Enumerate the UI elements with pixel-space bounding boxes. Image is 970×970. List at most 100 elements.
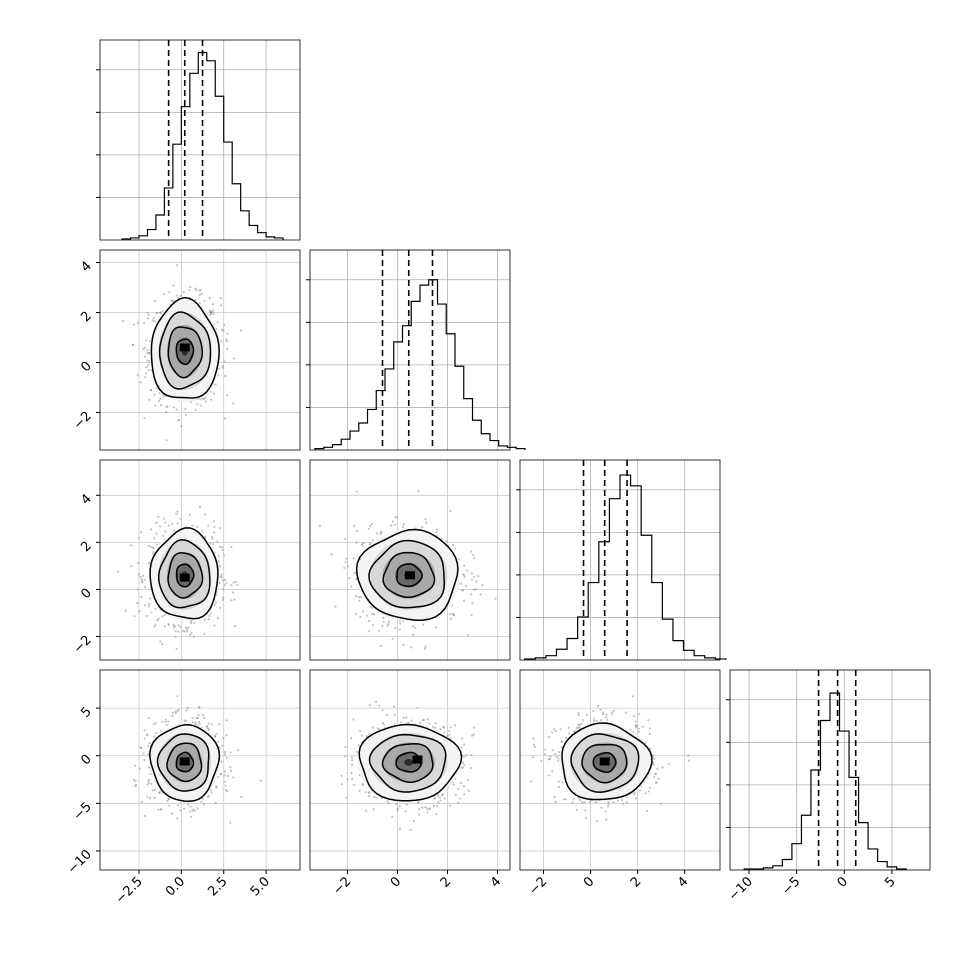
contour-level-0 xyxy=(396,563,423,588)
scatter-point xyxy=(462,573,466,577)
panel-frame-1-0 xyxy=(99,249,301,451)
scatter-point xyxy=(605,715,608,719)
scatter-point xyxy=(667,762,670,765)
scatter-point xyxy=(226,394,229,397)
scatter-point xyxy=(209,311,213,314)
scatter-point xyxy=(155,312,158,315)
scatter-point xyxy=(184,407,187,411)
scatter-point xyxy=(194,408,197,412)
scatter-point xyxy=(350,737,353,740)
scatter-point xyxy=(219,526,222,530)
scatter-point xyxy=(230,599,233,602)
scatter-point xyxy=(387,620,390,623)
scatter-point xyxy=(647,790,650,793)
scatter-point xyxy=(544,748,547,751)
scatter-point xyxy=(578,726,582,729)
scatter-point xyxy=(564,798,567,801)
scatter-point xyxy=(398,804,401,808)
scatter-point xyxy=(234,580,237,583)
scatter-point xyxy=(394,515,397,519)
scatter-point xyxy=(165,439,168,442)
scatter-point xyxy=(165,405,168,408)
scatter-point xyxy=(472,553,475,557)
scatter-point xyxy=(142,347,145,351)
scatter-point xyxy=(621,802,624,806)
scatter-point xyxy=(462,743,466,746)
scatter-point xyxy=(428,808,431,811)
scatter-point xyxy=(659,802,662,805)
scatter-point xyxy=(207,722,210,725)
scatter-point xyxy=(578,723,581,726)
scatter-point xyxy=(229,766,232,769)
scatter-point xyxy=(216,616,220,620)
scatter-point xyxy=(204,396,207,399)
scatter-point xyxy=(379,532,382,536)
scatter-point xyxy=(460,746,464,749)
scatter-point xyxy=(404,810,407,813)
scatter-point xyxy=(121,319,124,323)
scatter-point xyxy=(223,578,227,581)
scatter-point xyxy=(361,543,364,546)
scatter-point xyxy=(217,367,221,370)
scatter-point xyxy=(198,705,201,709)
scatter-point xyxy=(434,722,437,725)
scatter-point xyxy=(163,613,166,617)
scatter-point xyxy=(457,787,460,791)
scatter-point xyxy=(202,398,206,401)
scatter-point xyxy=(348,576,351,580)
scatter-point xyxy=(592,719,596,722)
x-tick-label-1-1: 0 xyxy=(388,874,404,890)
scatter-point xyxy=(210,312,213,316)
scatter-point xyxy=(174,710,177,713)
contour-level-2 xyxy=(570,733,640,793)
panel-frame-3-0 xyxy=(99,669,301,871)
scatter-point xyxy=(145,366,148,369)
scatter-point xyxy=(223,780,227,783)
scatter-point xyxy=(134,779,137,783)
scatter-point xyxy=(194,722,197,726)
x-tick-label-3-3: 5 xyxy=(882,874,898,890)
scatter-point xyxy=(172,529,176,532)
scatter-point xyxy=(554,800,557,804)
scatter-point xyxy=(175,647,178,651)
scatter-point xyxy=(410,719,413,722)
scatter-point xyxy=(350,771,353,775)
scatter-point xyxy=(353,524,356,527)
scatter-point xyxy=(203,632,206,636)
scatter-point xyxy=(461,589,464,592)
scatter-point xyxy=(573,730,576,733)
scatter-point xyxy=(359,596,362,599)
scatter-point xyxy=(418,813,421,816)
scatter-point xyxy=(422,623,425,626)
scatter-point xyxy=(350,585,353,588)
scatter-point xyxy=(555,755,558,758)
scatter-point xyxy=(548,735,551,739)
scatter-point xyxy=(532,737,535,740)
scatter-point xyxy=(162,534,165,537)
scatter-point xyxy=(560,746,563,749)
scatter-point xyxy=(371,539,374,542)
scatter-point xyxy=(146,317,150,320)
scatter-point xyxy=(217,374,220,377)
scatter-point xyxy=(423,718,426,722)
scatter-point xyxy=(179,517,182,520)
scatter-point xyxy=(372,613,376,616)
scatter-point xyxy=(150,782,153,785)
scatter-point xyxy=(195,716,199,720)
scatter-point xyxy=(582,719,585,722)
scatter-point xyxy=(359,729,362,733)
scatter-point xyxy=(152,546,155,550)
scatter-point xyxy=(644,741,647,744)
scatter-point xyxy=(405,803,408,806)
scatter-point xyxy=(565,736,568,739)
scatter-point xyxy=(221,546,224,549)
scatter-point xyxy=(355,750,359,754)
histogram-steps-3 xyxy=(743,692,907,870)
scatter-point xyxy=(183,630,186,633)
scatter-point xyxy=(549,755,552,758)
scatter-point xyxy=(435,528,439,531)
scatter-point xyxy=(334,605,337,608)
scatter-point xyxy=(176,419,179,422)
scatter-point xyxy=(209,788,213,792)
scatter-point xyxy=(366,614,369,617)
